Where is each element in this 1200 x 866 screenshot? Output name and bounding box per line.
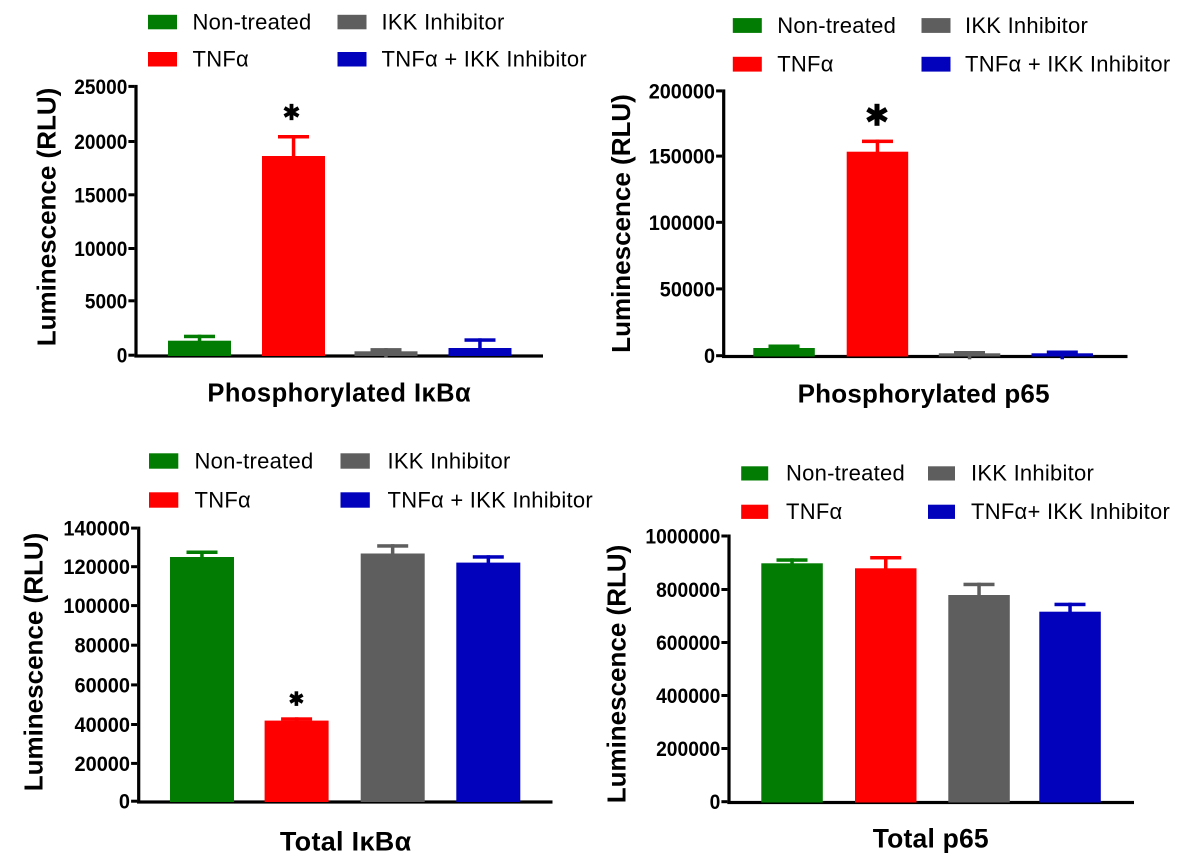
- svg-text:TNFα: TNFα: [193, 47, 250, 72]
- svg-text:Non-treated: Non-treated: [777, 13, 896, 38]
- svg-text:0: 0: [710, 790, 721, 814]
- svg-text:TNFα + IKK Inhibitor: TNFα + IKK Inhibitor: [388, 487, 593, 512]
- svg-text:Luminescence (RLU): Luminescence (RLU): [606, 94, 636, 353]
- svg-text:1000000: 1000000: [645, 525, 720, 549]
- svg-text:80000: 80000: [75, 634, 131, 658]
- svg-text:20000: 20000: [75, 752, 131, 776]
- svg-text:Phosphorylated p65: Phosphorylated p65: [798, 379, 1050, 409]
- svg-text:Non-treated: Non-treated: [786, 461, 905, 486]
- svg-text:Luminescence (RLU): Luminescence (RLU): [32, 88, 62, 347]
- svg-text:150000: 150000: [649, 145, 715, 169]
- svg-text:0: 0: [117, 344, 128, 368]
- svg-text:25000: 25000: [74, 75, 127, 99]
- svg-text:10000: 10000: [74, 237, 127, 261]
- svg-text:IKK Inhibitor: IKK Inhibitor: [965, 13, 1088, 38]
- svg-text:Non-treated: Non-treated: [193, 9, 312, 34]
- svg-text:400000: 400000: [656, 684, 720, 708]
- svg-text:5000: 5000: [85, 289, 127, 313]
- svg-text:200000: 200000: [649, 79, 715, 103]
- svg-text:TNFα: TNFα: [195, 487, 252, 512]
- svg-text:TNFα + IKK Inhibitor: TNFα + IKK Inhibitor: [965, 52, 1170, 77]
- svg-text:IKK Inhibitor: IKK Inhibitor: [382, 9, 505, 34]
- svg-text:Phosphorylated IκBα: Phosphorylated IκBα: [207, 380, 471, 408]
- svg-text:200000: 200000: [656, 737, 720, 761]
- svg-text:TNFα: TNFα: [777, 52, 834, 77]
- svg-text:120000: 120000: [63, 555, 130, 579]
- svg-text:Total IκBα: Total IκBα: [280, 827, 412, 857]
- svg-text:800000: 800000: [656, 578, 720, 602]
- svg-text:50000: 50000: [660, 277, 715, 301]
- svg-text:140000: 140000: [63, 517, 130, 541]
- svg-text:100000: 100000: [649, 211, 715, 235]
- svg-text:60000: 60000: [75, 673, 131, 697]
- svg-text:600000: 600000: [656, 631, 720, 655]
- svg-text:0: 0: [119, 790, 130, 814]
- svg-text:Luminescence (RLU): Luminescence (RLU): [19, 533, 49, 792]
- svg-text:0: 0: [704, 344, 715, 368]
- svg-text:Total p65: Total p65: [873, 824, 989, 854]
- svg-text:Non-treated: Non-treated: [195, 448, 314, 473]
- svg-text:Luminescence (RLU): Luminescence (RLU): [602, 545, 632, 804]
- svg-text:IKK Inhibitor: IKK Inhibitor: [971, 461, 1094, 486]
- svg-text:IKK Inhibitor: IKK Inhibitor: [388, 448, 511, 473]
- svg-text:TNFα+ IKK Inhibitor: TNFα+ IKK Inhibitor: [971, 499, 1170, 524]
- svg-text:TNFα + IKK Inhibitor: TNFα + IKK Inhibitor: [382, 47, 587, 72]
- svg-text:20000: 20000: [74, 130, 127, 154]
- svg-text:100000: 100000: [63, 594, 130, 618]
- svg-text:TNFα: TNFα: [786, 499, 843, 524]
- svg-text:15000: 15000: [74, 183, 127, 207]
- svg-text:40000: 40000: [75, 713, 131, 737]
